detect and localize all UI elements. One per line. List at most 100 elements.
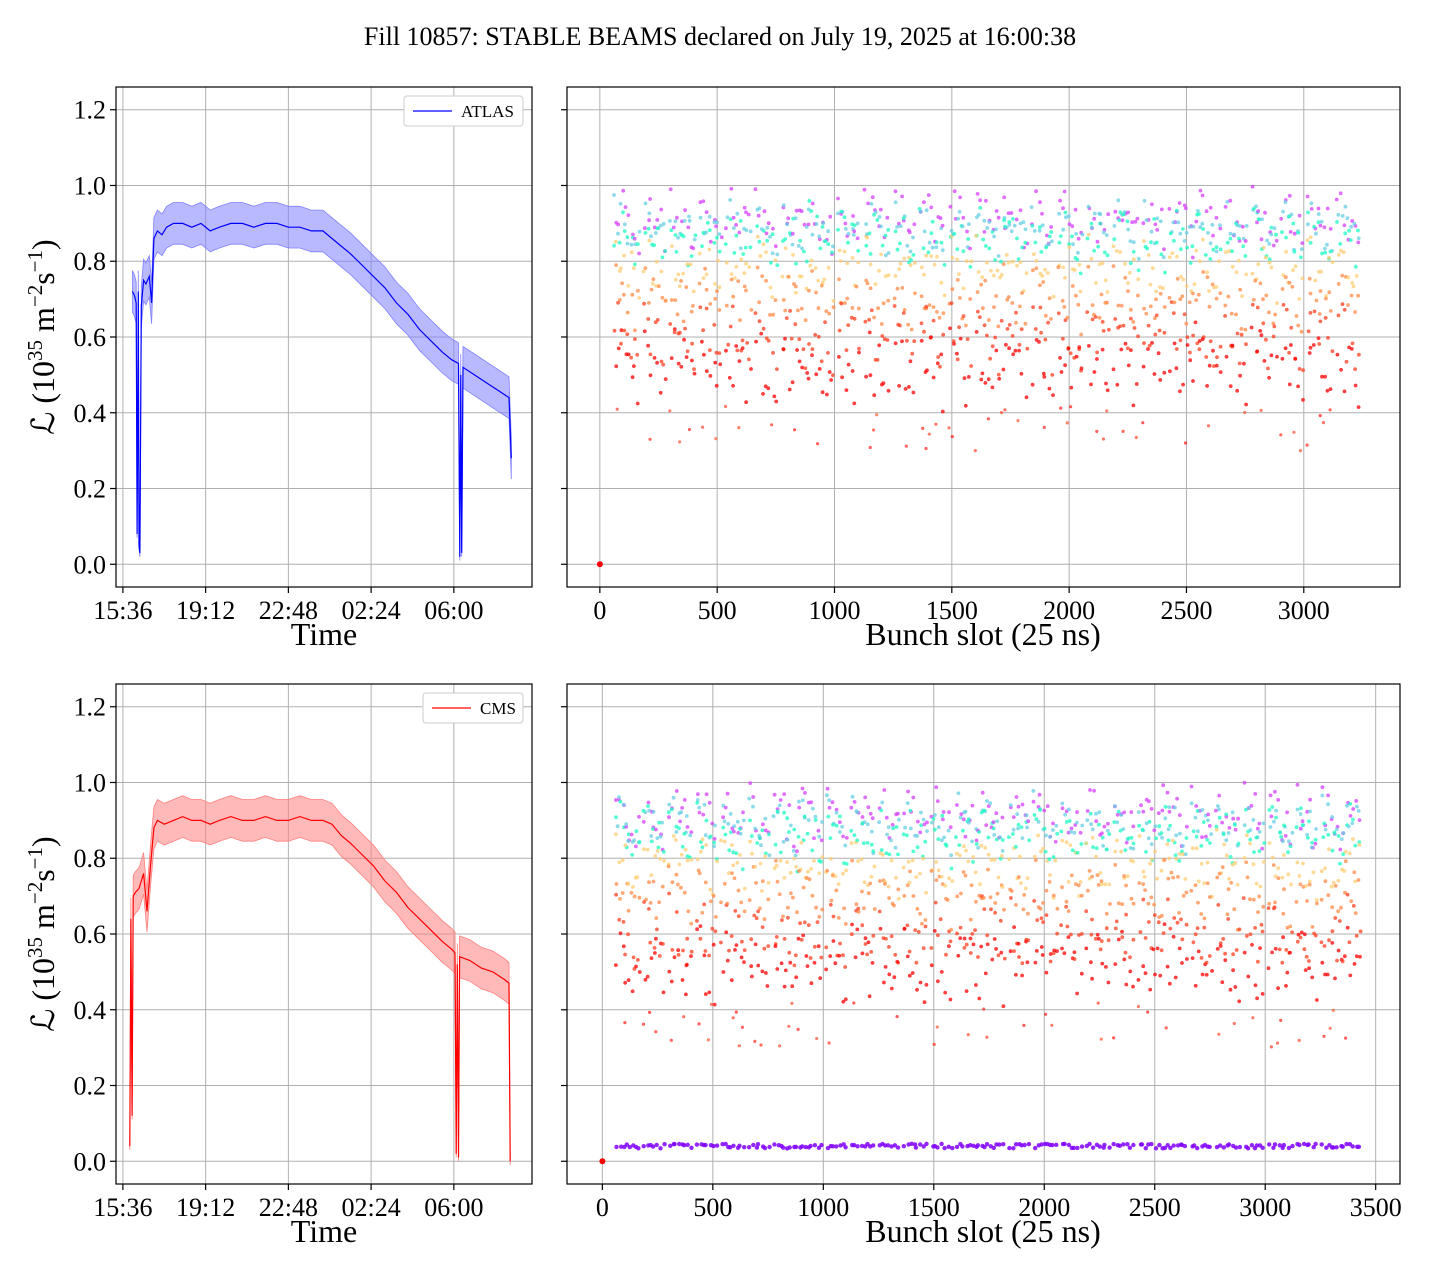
low-lumi-point [1011, 1146, 1016, 1151]
bunch-point [615, 407, 619, 411]
bunch-point [869, 842, 874, 847]
bunch-point [885, 832, 889, 837]
bunch-point [1106, 980, 1111, 985]
bunch-point [955, 931, 959, 936]
bunch-point [1262, 860, 1266, 864]
low-lumi-point [1139, 1142, 1145, 1147]
bunch-point [785, 222, 789, 227]
bunch-point [934, 422, 938, 426]
bunch-point [901, 216, 906, 221]
bunch-point [1061, 227, 1066, 232]
bunch-point [1164, 1026, 1168, 1030]
bunch-point [1214, 215, 1219, 220]
bunch-point [986, 377, 991, 382]
bunch-point [993, 901, 998, 905]
bunch-point [1230, 264, 1235, 269]
bunch-point [893, 845, 898, 850]
bunch-point [1318, 414, 1322, 418]
low-lumi-point [1297, 1142, 1302, 1148]
bunch-point [725, 215, 730, 220]
bunch-point [1024, 813, 1029, 818]
bunch-point [1272, 226, 1277, 231]
bunch-point [1165, 790, 1170, 795]
bunch-point [844, 227, 848, 231]
bunch-point [974, 233, 978, 238]
bunch-point [961, 215, 966, 220]
bunch-point [1177, 911, 1181, 915]
bunch-point [1309, 201, 1314, 206]
bunch-point [895, 286, 900, 291]
bunch-point [865, 841, 870, 845]
bunch-point [932, 1042, 936, 1046]
bunch-point [897, 817, 901, 822]
bunch-point [704, 306, 709, 311]
bunch-point [621, 188, 626, 193]
bunch-point [1242, 856, 1247, 860]
bunch-point [986, 804, 991, 808]
bunch-point [863, 795, 868, 800]
bunch-point [676, 953, 681, 957]
bunch-point [1033, 240, 1038, 245]
bunch-point [1322, 821, 1327, 826]
bunch-point [1128, 261, 1133, 266]
bunch-point [1330, 941, 1335, 945]
y-tick-label: 0.0 [74, 1147, 107, 1176]
bunch-point [831, 914, 836, 919]
bunch-point [1271, 863, 1276, 867]
bunch-point [880, 334, 885, 338]
bunch-point [1289, 212, 1294, 217]
bunch-point [1066, 909, 1071, 913]
bunch-point [939, 240, 944, 245]
bunch-point [1201, 237, 1205, 242]
bunch-point [826, 242, 831, 247]
bunch-point [760, 274, 765, 278]
bunch-point [980, 790, 985, 795]
bunch-point [659, 207, 664, 212]
bunch-point [878, 926, 883, 931]
bunch-point [1237, 999, 1242, 1004]
bunch-point [1350, 281, 1355, 285]
bunch-point [866, 940, 871, 945]
bunch-point [704, 272, 709, 277]
bunch-point [734, 233, 739, 238]
low-lumi-point [1168, 1145, 1173, 1151]
bunch-point [912, 222, 917, 227]
bunch-point [950, 287, 955, 292]
bunch-point [864, 278, 869, 283]
bunch-point [672, 834, 676, 838]
bunch-point [701, 328, 705, 333]
bunch-point [1156, 811, 1161, 816]
bunch-point [982, 323, 987, 328]
bunch-point [1269, 265, 1274, 270]
bunch-point [1039, 330, 1043, 335]
x-tick-label: 02:24 [341, 1193, 400, 1222]
bunch-point [653, 854, 658, 858]
bunch-point [1059, 406, 1063, 410]
bunch-point [1287, 280, 1292, 285]
bunch-point [740, 939, 744, 944]
bunch-point [843, 922, 848, 926]
bunch-point [984, 198, 988, 203]
bunch-point [1155, 216, 1160, 221]
bunch-point [629, 250, 634, 255]
bunch-point [1255, 220, 1259, 225]
bunch-point [892, 903, 896, 908]
bunch-point [886, 251, 891, 255]
bunch-point [740, 338, 745, 343]
low-lumi-point [1165, 1143, 1170, 1148]
low-lumi-point [950, 1145, 955, 1151]
bunch-point [1129, 896, 1134, 901]
bunch-point [1184, 231, 1189, 235]
low-lumi-point [787, 1145, 792, 1150]
bunch-point [820, 907, 825, 912]
bunch-point [699, 849, 703, 854]
bunch-point [1025, 346, 1030, 351]
bunch-point [1336, 282, 1341, 286]
bunch-point [646, 800, 651, 805]
bunch-point [1130, 220, 1135, 225]
bunch-point [1229, 311, 1234, 316]
bunch-point [757, 239, 762, 244]
bunch-point [1058, 356, 1062, 360]
bunch-point [944, 952, 948, 957]
bunch-point [1216, 903, 1221, 907]
